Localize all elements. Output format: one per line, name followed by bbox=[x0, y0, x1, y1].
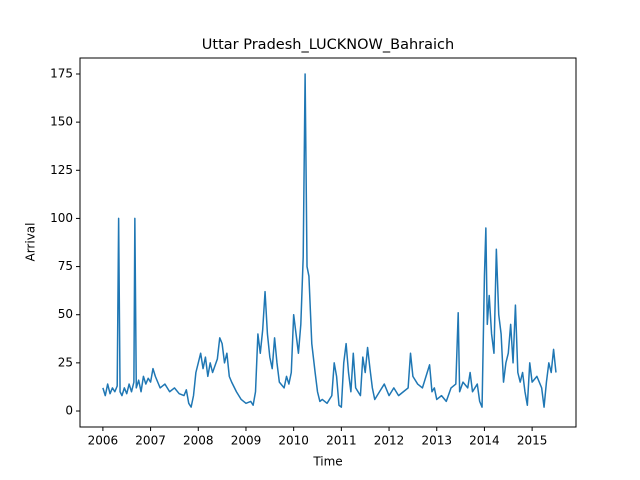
y-tick-label: 100 bbox=[50, 211, 73, 225]
y-tick-label: 125 bbox=[50, 163, 73, 177]
x-tick-label: 2013 bbox=[421, 434, 452, 448]
x-tick-label: 2009 bbox=[231, 434, 262, 448]
y-tick-label: 175 bbox=[50, 66, 73, 80]
y-tick-label: 50 bbox=[58, 307, 73, 321]
x-tick-label: 2015 bbox=[517, 434, 548, 448]
data-line bbox=[102, 73, 557, 408]
y-tick-label: 0 bbox=[65, 404, 73, 418]
y-axis-label: Arrival bbox=[24, 223, 38, 262]
x-tick-label: 2008 bbox=[183, 434, 214, 448]
x-axis-label: Time bbox=[312, 455, 342, 469]
x-tick-label: 2014 bbox=[469, 434, 500, 448]
x-tick-label: 2011 bbox=[326, 434, 357, 448]
plot-frame bbox=[79, 57, 577, 428]
y-tick-label: 25 bbox=[58, 355, 73, 369]
y-tick-label: 150 bbox=[50, 115, 73, 129]
x-tick-label: 2012 bbox=[374, 434, 405, 448]
x-tick-label: 2007 bbox=[135, 434, 166, 448]
x-tick-label: 2010 bbox=[278, 434, 309, 448]
chart-title: Uttar Pradesh_LUCKNOW_Bahraich bbox=[202, 37, 454, 53]
y-tick-label: 75 bbox=[58, 259, 73, 273]
x-tick-label: 2006 bbox=[88, 434, 119, 448]
